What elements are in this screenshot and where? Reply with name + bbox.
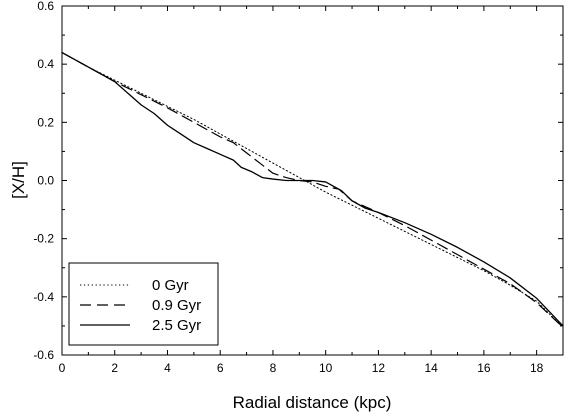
legend: 0 Gyr 0.9 Gyr 2.5 Gyr [68, 262, 219, 346]
series-line-0 [61, 52, 564, 328]
y-tick-label: 0.0 [37, 174, 54, 188]
series-lines [61, 51, 564, 328]
y-tick-label: 0.2 [37, 115, 54, 129]
y-tick-label: -0.6 [33, 348, 54, 362]
x-tick-label: 6 [217, 361, 224, 375]
y-tick-label: -0.4 [33, 290, 54, 304]
tick-labels: 0 2 4 6 8 10 12 14 16 18 0.6 0.4 0.2 0.0 -0.2 -0.4 -0.6 [33, 0, 543, 375]
legend-box [68, 262, 219, 346]
y-tick-label: -0.2 [33, 232, 54, 246]
legend-label-2: 2.5 Gyr [152, 317, 201, 334]
x-tick-label: 12 [372, 361, 386, 375]
x-tick-label: 10 [319, 361, 333, 375]
legend-label-0: 0 Gyr [152, 277, 189, 294]
legend-label-1: 0.9 Gyr [152, 297, 201, 314]
series-line-2 [61, 51, 564, 327]
x-tick-label: 18 [530, 361, 544, 375]
y-axis-title: [X/H] [9, 161, 28, 199]
x-tick-label: 14 [424, 361, 438, 375]
y-tick-label: 0.6 [37, 0, 54, 13]
x-tick-label: 2 [111, 361, 118, 375]
series-line-1 [61, 51, 564, 328]
x-tick-label: 0 [59, 361, 66, 375]
x-tick-label: 4 [164, 361, 171, 375]
x-tick-label: 8 [270, 361, 277, 375]
x-tick-label: 16 [477, 361, 491, 375]
y-tick-label: 0.4 [37, 57, 54, 71]
axis-ticks [61, 5, 564, 356]
x-axis-title: Radial distance (kpc) [233, 393, 392, 412]
